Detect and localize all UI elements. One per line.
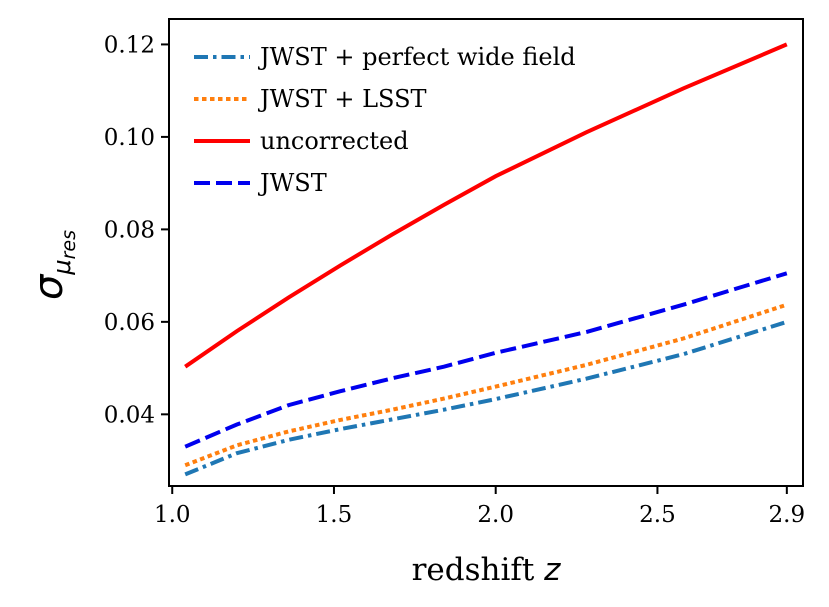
y-tick-label: 0.08 [104, 217, 155, 243]
x-tick-label: 2.5 [639, 502, 676, 528]
x-tick-label: 2.9 [769, 502, 806, 528]
x-tick-label: 1.5 [316, 502, 353, 528]
legend-label-1: JWST + perfect wide field [257, 43, 576, 71]
y-tick-label: 0.04 [104, 402, 155, 428]
legend: JWST + perfect wide field JWST + LSST unco… [194, 43, 576, 197]
x-axis-label-variable: z [543, 552, 561, 588]
axes-layer: 1.0 1.5 2.0 2.5 2.9 0.04 0.06 0.08 0.10 0.12 [104, 18, 806, 528]
legend-label-3: uncorrected [260, 127, 409, 155]
y-tick-label: 0.10 [104, 125, 155, 151]
x-axis-label-text: redshift [412, 552, 535, 588]
x-axis-label: redshift z [412, 552, 562, 588]
series-line-4 [184, 271, 788, 449]
y-axis-label-sub-symbol: μ [48, 259, 76, 275]
series-line-2 [184, 302, 788, 468]
y-axis-label-sub-text: res [58, 230, 80, 260]
series-line-1 [184, 319, 788, 477]
series-layer [184, 42, 788, 477]
y-tick-label: 0.12 [104, 32, 155, 58]
x-tick-label: 2.0 [477, 502, 514, 528]
series-line-3 [184, 42, 788, 369]
svg-text:σμres: σμres [26, 230, 80, 300]
x-tick-label: 1.0 [154, 502, 191, 528]
y-axis-label-symbol: σ [26, 273, 72, 300]
y-tick-label: 0.06 [104, 310, 155, 336]
plot-frame [168, 18, 804, 487]
legend-label-4: JWST [257, 169, 327, 197]
legend-label-2: JWST + LSST [257, 85, 427, 113]
y-axis-label: σμres [26, 230, 80, 300]
